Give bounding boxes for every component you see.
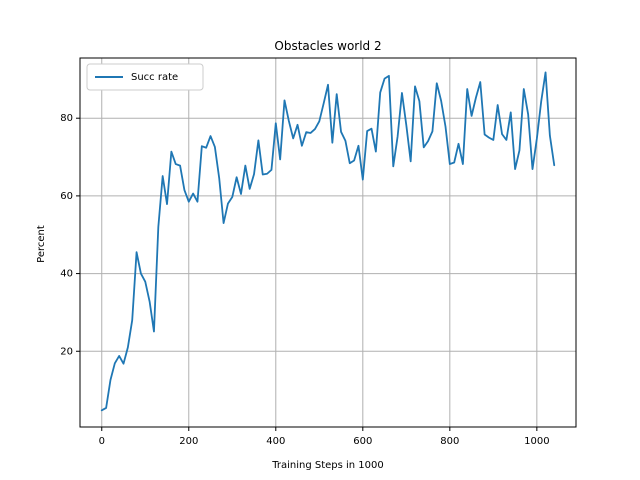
axes-layer	[79, 57, 577, 428]
ticks-layer: 0 200 400 600 800 1000 20 40 60 80	[60, 113, 549, 447]
series-layer	[100, 71, 556, 412]
x-axis-label: Training Steps in 1000	[271, 460, 384, 471]
x-tick-label-3: 600	[353, 436, 372, 447]
y-axis-label: Percent	[36, 225, 47, 263]
x-tick-label-2: 400	[266, 436, 285, 447]
y-tick-label-1: 40	[60, 269, 73, 280]
grid-layer	[80, 58, 576, 427]
y-tick-label-2: 60	[60, 191, 73, 202]
chart-legend: Succ rate	[86, 63, 204, 91]
legend-box	[86, 63, 204, 91]
x-tick-label-1: 200	[179, 436, 198, 447]
y-tick-label-0: 20	[60, 346, 73, 357]
y-tick-label-3: 80	[60, 113, 73, 124]
x-tick-label-0: 0	[99, 436, 105, 447]
chart-title: Obstacles world 2	[274, 39, 381, 53]
x-tick-label-5: 1000	[524, 436, 549, 447]
x-tick-label-4: 800	[440, 436, 459, 447]
legend-label-succ-rate: Succ rate	[131, 72, 178, 83]
plot-frame	[79, 57, 577, 428]
